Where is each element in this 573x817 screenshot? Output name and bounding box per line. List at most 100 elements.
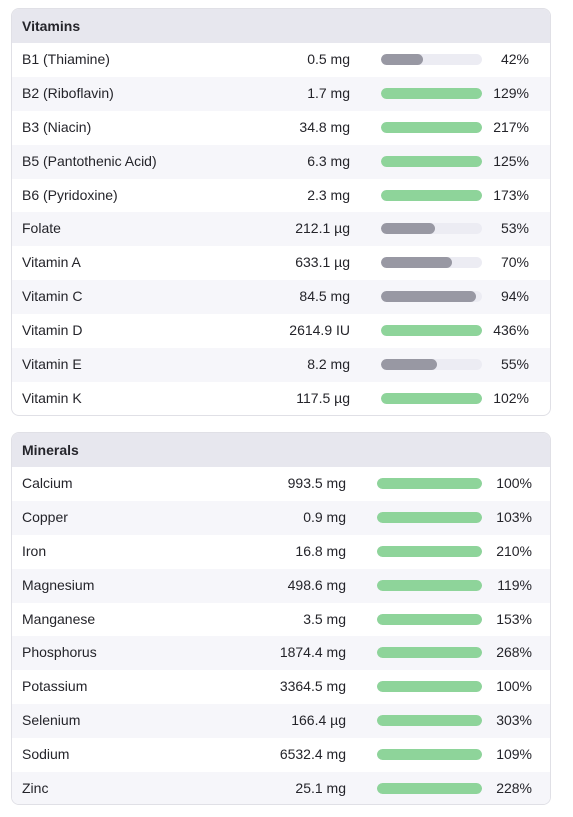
- nutrient-percent: 303%: [496, 712, 532, 729]
- nutrient-row: B3 (Niacin) 34.8 mg 217%: [12, 111, 550, 145]
- nutrient-amount: 2.3 mg: [307, 186, 350, 203]
- progress-bar: [377, 749, 482, 761]
- nutrient-name: Vitamin K: [22, 389, 82, 406]
- nutrient-amount: 166.4 µg: [291, 712, 346, 729]
- progress-bar: [381, 392, 482, 404]
- nutrient-name: B5 (Pantothenic Acid): [22, 152, 157, 169]
- progress-bar: [377, 545, 482, 557]
- progress-bar-fill: [381, 325, 482, 337]
- progress-bar-fill: [377, 647, 482, 659]
- nutrient-row: B5 (Pantothenic Acid) 6.3 mg 125%: [12, 144, 550, 179]
- progress-bar: [377, 613, 482, 625]
- progress-bar-fill: [377, 545, 482, 557]
- nutrient-row: Vitamin K 117.5 µg 102%: [12, 382, 550, 415]
- nutrient-row: Manganese 3.5 mg 153%: [12, 603, 550, 637]
- nutrient-percent: 119%: [497, 576, 532, 593]
- progress-bar-fill: [381, 155, 482, 167]
- nutrient-row: Vitamin E 8.2 mg 55%: [12, 348, 550, 382]
- nutrient-percent: 268%: [496, 644, 532, 661]
- progress-bar-fill: [381, 359, 437, 371]
- nutrient-amount: 633.1 µg: [295, 254, 350, 271]
- nutrient-name: Magnesium: [22, 576, 95, 593]
- nutrient-row: Vitamin A 633.1 µg 70%: [12, 246, 550, 280]
- progress-bar-fill: [377, 783, 482, 795]
- progress-bar-fill: [381, 189, 482, 201]
- nutrient-row: Potassium 3364.5 mg 100%: [12, 670, 550, 704]
- progress-bar: [381, 189, 482, 201]
- nutrient-row: Sodium 6532.4 mg 109%: [12, 738, 550, 772]
- nutrient-percent: 100%: [496, 678, 532, 695]
- nutrient-percent: 125%: [493, 152, 529, 169]
- nutrient-percent: 436%: [493, 322, 529, 339]
- nutrient-row: Copper 0.9 mg 103%: [12, 500, 550, 535]
- nutrient-amount: 1.7 mg: [307, 84, 350, 101]
- nutrient-name: Selenium: [22, 712, 81, 729]
- nutrient-amount: 1874.4 mg: [279, 644, 346, 661]
- vitamins-title: Vitamins: [12, 9, 550, 43]
- vitamins-panel: Vitamins B1 (Thiamine) 0.5 mg 42% B2 (Ribof…: [11, 8, 551, 416]
- nutrient-percent: 94%: [500, 288, 529, 305]
- nutrient-name: B2 (Riboflavin): [22, 84, 114, 101]
- nutrient-name: Potassium: [22, 678, 88, 695]
- nutrient-row: B2 (Riboflavin) 1.7 mg 129%: [12, 76, 550, 111]
- progress-bar: [377, 715, 482, 727]
- progress-bar: [377, 783, 482, 795]
- nutrient-percent: 210%: [496, 542, 532, 559]
- nutrient-row: Vitamin C 84.5 mg 94%: [12, 280, 550, 315]
- nutrient-name: Folate: [22, 220, 61, 237]
- nutrient-name: Vitamin A: [22, 254, 81, 271]
- nutrient-row: B6 (Pyridoxine) 2.3 mg 173%: [12, 179, 550, 213]
- nutrient-amount: 0.5 mg: [307, 51, 350, 67]
- nutrient-row: Zinc 25.1 mg 228%: [12, 772, 550, 804]
- nutrient-amount: 34.8 mg: [299, 118, 350, 135]
- nutrient-amount: 16.8 mg: [295, 542, 346, 559]
- nutrient-row: Calcium 993.5 mg 100%: [12, 467, 550, 501]
- nutrient-percent: 173%: [493, 186, 529, 203]
- nutrient-row: Phosphorus 1874.4 mg 268%: [12, 636, 550, 671]
- nutrient-percent: 217%: [493, 118, 529, 135]
- progress-bar: [377, 478, 482, 489]
- nutrient-amount: 498.6 mg: [287, 576, 346, 593]
- nutrient-percent: 55%: [500, 356, 529, 373]
- nutrient-amount: 117.5 µg: [296, 389, 350, 406]
- nutrient-percent: 53%: [500, 220, 529, 237]
- progress-bar-fill: [381, 291, 476, 303]
- progress-bar: [377, 511, 482, 523]
- progress-bar: [381, 121, 482, 133]
- progress-bar: [381, 359, 482, 371]
- nutrient-amount: 6532.4 mg: [279, 746, 346, 763]
- nutrient-row: Magnesium 498.6 mg 119%: [12, 568, 550, 603]
- nutrient-name: Phosphorus: [22, 644, 97, 661]
- nutrient-percent: 129%: [493, 84, 529, 101]
- progress-bar: [381, 223, 482, 235]
- progress-bar-fill: [381, 392, 482, 404]
- nutrient-row: Vitamin D 2614.9 IU 436%: [12, 314, 550, 348]
- nutrient-row: B1 (Thiamine) 0.5 mg 42%: [12, 43, 550, 77]
- progress-bar: [381, 291, 482, 303]
- minerals-title: Minerals: [12, 433, 550, 467]
- progress-bar: [377, 647, 482, 659]
- nutrient-amount: 212.1 µg: [295, 220, 350, 237]
- progress-bar: [381, 155, 482, 167]
- nutrient-row: Selenium 166.4 µg 303%: [12, 704, 550, 739]
- progress-bar: [381, 325, 482, 337]
- progress-bar-fill: [381, 257, 452, 269]
- nutrient-amount: 3.5 mg: [303, 610, 346, 627]
- minerals-panel: Minerals Calcium 993.5 mg 100% Copper 0.9 mg…: [11, 432, 551, 805]
- nutrient-percent: 70%: [500, 254, 529, 271]
- nutrient-name: B3 (Niacin): [22, 118, 92, 135]
- nutrient-name: Iron: [22, 542, 47, 559]
- progress-bar-fill: [381, 223, 435, 235]
- nutrient-name: Vitamin C: [22, 288, 83, 305]
- progress-bar-fill: [377, 681, 482, 693]
- nutrient-percent: 109%: [496, 746, 532, 763]
- nutrient-name: Calcium: [22, 475, 73, 491]
- nutrient-percent: 102%: [493, 389, 529, 406]
- progress-bar-fill: [377, 478, 482, 489]
- nutrient-name: Vitamin D: [22, 322, 83, 339]
- nutrient-percent: 153%: [496, 610, 532, 627]
- nutrient-name: Copper: [22, 508, 68, 525]
- nutrient-amount: 993.5 mg: [287, 475, 346, 491]
- progress-bar: [381, 257, 482, 269]
- nutrient-amount: 8.2 mg: [307, 356, 350, 373]
